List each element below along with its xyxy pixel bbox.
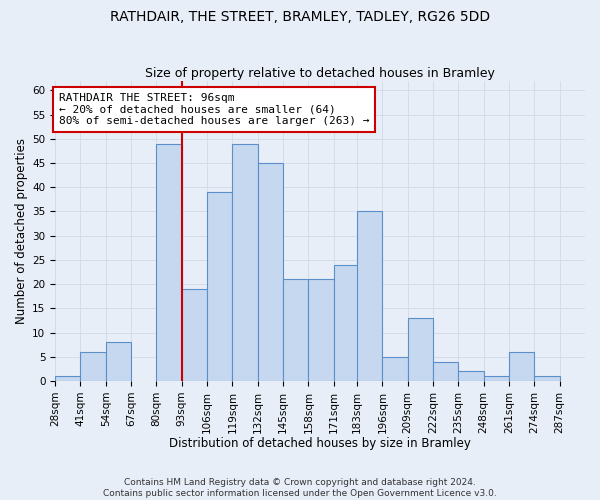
Bar	[55, 376, 80, 381]
Title: Size of property relative to detached houses in Bramley: Size of property relative to detached ho…	[145, 66, 495, 80]
Bar	[207, 192, 232, 381]
Bar	[382, 357, 408, 381]
Bar	[283, 280, 308, 381]
Bar	[334, 264, 359, 381]
Bar	[484, 376, 509, 381]
Bar	[182, 289, 207, 381]
Text: RATHDAIR THE STREET: 96sqm
← 20% of detached houses are smaller (64)
80% of semi: RATHDAIR THE STREET: 96sqm ← 20% of deta…	[59, 93, 370, 126]
Bar	[308, 280, 334, 381]
Bar	[433, 362, 458, 381]
Bar	[509, 352, 535, 381]
Text: RATHDAIR, THE STREET, BRAMLEY, TADLEY, RG26 5DD: RATHDAIR, THE STREET, BRAMLEY, TADLEY, R…	[110, 10, 490, 24]
Bar	[157, 144, 182, 381]
X-axis label: Distribution of detached houses by size in Bramley: Distribution of detached houses by size …	[169, 437, 471, 450]
Bar	[258, 163, 283, 381]
Bar	[408, 318, 433, 381]
Y-axis label: Number of detached properties: Number of detached properties	[15, 138, 28, 324]
Bar	[535, 376, 560, 381]
Bar	[458, 372, 484, 381]
Bar	[80, 352, 106, 381]
Bar	[232, 144, 258, 381]
Text: Contains HM Land Registry data © Crown copyright and database right 2024.
Contai: Contains HM Land Registry data © Crown c…	[103, 478, 497, 498]
Bar	[357, 212, 382, 381]
Bar	[106, 342, 131, 381]
